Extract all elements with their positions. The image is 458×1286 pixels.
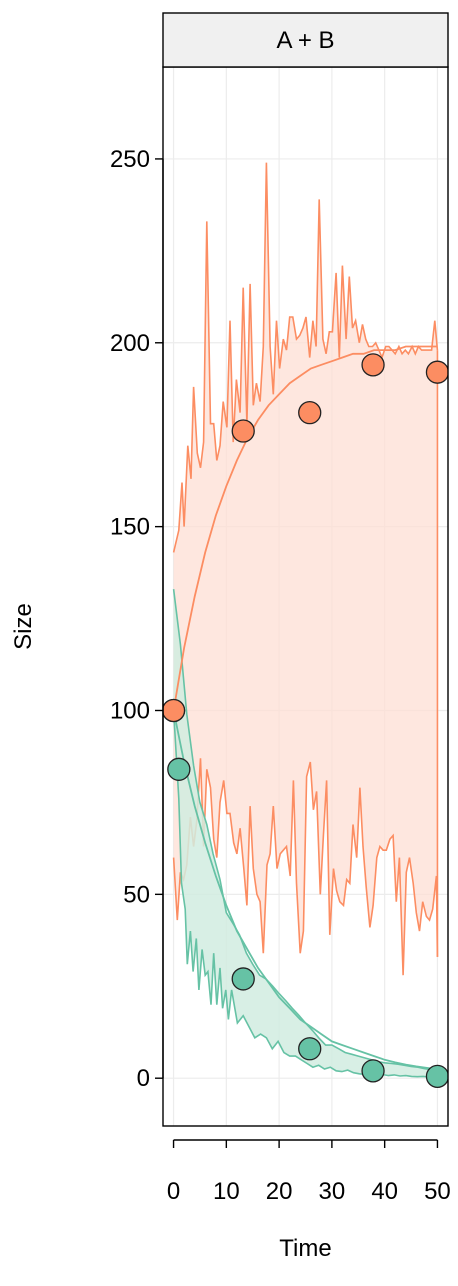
x-tick-label: 10 bbox=[213, 1178, 240, 1205]
x-tick-label: 50 bbox=[424, 1178, 451, 1205]
point-layer bbox=[163, 353, 448, 1089]
y-axis-title: Size bbox=[10, 603, 37, 650]
x-tick-label: 30 bbox=[319, 1178, 346, 1205]
y-axis: 0 50 100 150 200 250 bbox=[110, 146, 164, 1092]
x-axis: 0 10 20 30 40 50 bbox=[167, 1139, 451, 1205]
orange-upper-edge bbox=[172, 162, 439, 553]
y-tick-label: 50 bbox=[123, 881, 150, 908]
orange-point bbox=[298, 400, 322, 425]
orange-point bbox=[231, 419, 255, 443]
y-tick-label: 200 bbox=[110, 330, 150, 357]
x-tick-label: 20 bbox=[266, 1178, 293, 1205]
green-point bbox=[361, 1059, 385, 1083]
green-point bbox=[425, 1064, 448, 1089]
x-tick-label: 40 bbox=[371, 1178, 398, 1205]
strip-box bbox=[162, 12, 449, 68]
x-tick-label: 0 bbox=[167, 1178, 180, 1205]
green-point bbox=[298, 1037, 322, 1061]
orange-point bbox=[425, 360, 448, 384]
fit-layer bbox=[172, 345, 438, 1071]
orange-point bbox=[163, 698, 186, 723]
y-tick-label: 250 bbox=[110, 146, 150, 173]
band-layer bbox=[172, 162, 439, 1078]
y-tick-label: 150 bbox=[110, 514, 150, 541]
y-tick-label: 100 bbox=[110, 697, 150, 724]
orange-point bbox=[361, 353, 385, 377]
green-point bbox=[231, 967, 255, 991]
green-lower-edge bbox=[172, 710, 438, 1078]
orange-fit-line bbox=[172, 345, 438, 711]
panel-title: A + B bbox=[276, 27, 334, 54]
green-band bbox=[173, 589, 438, 1078]
orange-lower-edge bbox=[172, 758, 439, 976]
y-tick-label: 0 bbox=[137, 1065, 150, 1092]
green-fit-line bbox=[172, 710, 438, 1071]
x-axis-title: Time bbox=[279, 1235, 331, 1262]
green-point bbox=[167, 757, 191, 781]
